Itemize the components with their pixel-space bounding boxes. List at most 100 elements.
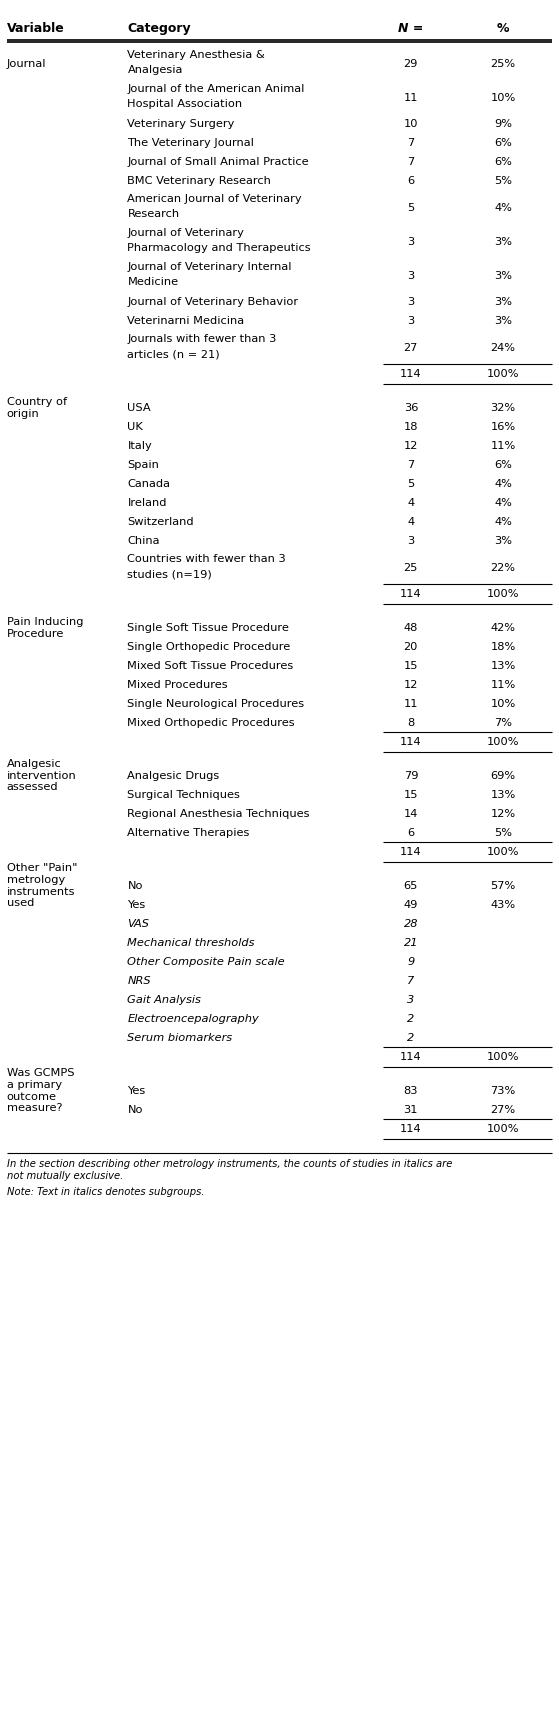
Text: 42%: 42% — [491, 623, 515, 633]
Text: articles (n = 21): articles (n = 21) — [127, 349, 220, 359]
Text: 100%: 100% — [487, 370, 519, 380]
Text: 114: 114 — [400, 1053, 421, 1063]
Text: 20: 20 — [404, 642, 418, 652]
Text: 3: 3 — [408, 537, 414, 545]
Text: 4: 4 — [408, 497, 414, 507]
Text: Mechanical thresholds: Mechanical thresholds — [127, 937, 255, 948]
Text: 83: 83 — [404, 1085, 418, 1096]
Text: 6: 6 — [408, 827, 414, 838]
Text: 3%: 3% — [494, 270, 512, 280]
Text: Medicine: Medicine — [127, 277, 178, 287]
Text: 3: 3 — [408, 994, 414, 1004]
Text: 114: 114 — [400, 1125, 421, 1135]
Text: Switzerland: Switzerland — [127, 518, 194, 526]
Text: Category: Category — [127, 22, 191, 36]
Text: 22%: 22% — [491, 562, 515, 573]
Text: 24%: 24% — [491, 342, 515, 353]
Text: No: No — [127, 881, 143, 891]
Text: 10: 10 — [404, 119, 418, 129]
Text: China: China — [127, 537, 160, 545]
Text: 3: 3 — [408, 316, 414, 325]
Text: 32%: 32% — [491, 402, 515, 413]
Text: Gait Analysis: Gait Analysis — [127, 994, 201, 1004]
Text: 4%: 4% — [494, 478, 512, 488]
Text: Country of
origin: Country of origin — [7, 397, 67, 418]
Text: In the section describing other metrology instruments, the counts of studies in : In the section describing other metrolog… — [7, 1159, 452, 1180]
Text: 5%: 5% — [494, 827, 512, 838]
Text: UK: UK — [127, 421, 143, 432]
Text: Electroencepalography: Electroencepalography — [127, 1013, 259, 1023]
Text: 4%: 4% — [494, 497, 512, 507]
Text: 2: 2 — [408, 1013, 414, 1023]
Text: Other "Pain"
metrology
instruments
used: Other "Pain" metrology instruments used — [7, 863, 77, 908]
Text: 6%: 6% — [494, 459, 512, 470]
Text: Was GCMPS
a primary
outcome
measure?: Was GCMPS a primary outcome measure? — [7, 1068, 74, 1113]
Text: 114: 114 — [400, 738, 421, 748]
Text: 18%: 18% — [490, 642, 516, 652]
Text: 4%: 4% — [494, 203, 512, 213]
Text: Surgical Techniques: Surgical Techniques — [127, 789, 240, 800]
Text: 25: 25 — [404, 562, 418, 573]
Text: Countries with fewer than 3: Countries with fewer than 3 — [127, 554, 286, 564]
Text: VAS: VAS — [127, 918, 149, 929]
Text: Veterinary Surgery: Veterinary Surgery — [127, 119, 235, 129]
Text: 5: 5 — [408, 478, 414, 488]
Text: 25%: 25% — [491, 58, 515, 69]
Text: 11%: 11% — [490, 679, 516, 690]
Text: Journal of Veterinary: Journal of Veterinary — [127, 227, 244, 237]
Text: 16%: 16% — [491, 421, 515, 432]
Text: Yes: Yes — [127, 900, 146, 910]
Text: Pain Inducing
Procedure: Pain Inducing Procedure — [7, 617, 83, 638]
Text: 69%: 69% — [491, 771, 515, 781]
Text: 3%: 3% — [494, 537, 512, 545]
Text: Single Neurological Procedures: Single Neurological Procedures — [127, 698, 305, 709]
Text: American Journal of Veterinary: American Journal of Veterinary — [127, 194, 302, 203]
Text: 12: 12 — [404, 440, 418, 451]
Text: 11: 11 — [404, 93, 418, 103]
Text: 114: 114 — [400, 848, 421, 857]
Text: 3: 3 — [408, 270, 414, 280]
Text: Mixed Orthopedic Procedures: Mixed Orthopedic Procedures — [127, 717, 295, 728]
Text: 3: 3 — [408, 237, 414, 246]
Text: Yes: Yes — [127, 1085, 146, 1096]
Text: 6: 6 — [408, 175, 414, 186]
Text: 100%: 100% — [487, 848, 519, 857]
Text: Journals with fewer than 3: Journals with fewer than 3 — [127, 334, 277, 344]
Text: 57%: 57% — [490, 881, 516, 891]
Text: Analgesia: Analgesia — [127, 65, 183, 76]
Text: 4%: 4% — [494, 518, 512, 526]
Text: 114: 114 — [400, 370, 421, 380]
Text: Italy: Italy — [127, 440, 152, 451]
Text: Variable: Variable — [7, 22, 64, 36]
Text: The Veterinary Journal: The Veterinary Journal — [127, 138, 254, 148]
Text: Canada: Canada — [127, 478, 170, 488]
Text: 14: 14 — [404, 808, 418, 819]
Text: 4: 4 — [408, 518, 414, 526]
Text: Spain: Spain — [127, 459, 159, 470]
Text: %: % — [497, 22, 509, 36]
Text: 114: 114 — [400, 590, 421, 599]
Text: Single Soft Tissue Procedure: Single Soft Tissue Procedure — [127, 623, 290, 633]
Text: Note: Text in italics denotes subgroups.: Note: Text in italics denotes subgroups. — [7, 1187, 204, 1197]
Text: 31: 31 — [404, 1104, 418, 1115]
Text: 5: 5 — [408, 203, 414, 213]
Text: Veterinarni Medicina: Veterinarni Medicina — [127, 316, 245, 325]
Text: 29: 29 — [404, 58, 418, 69]
Text: 11: 11 — [404, 698, 418, 709]
Text: 3%: 3% — [494, 298, 512, 306]
Text: NRS: NRS — [127, 975, 151, 986]
Text: studies (n=19): studies (n=19) — [127, 569, 212, 580]
Text: Single Orthopedic Procedure: Single Orthopedic Procedure — [127, 642, 291, 652]
Text: 36: 36 — [404, 402, 418, 413]
Text: 9%: 9% — [494, 119, 512, 129]
Text: 48: 48 — [404, 623, 418, 633]
Text: Research: Research — [127, 210, 179, 220]
Text: 8: 8 — [408, 717, 414, 728]
Text: 10%: 10% — [490, 698, 516, 709]
Text: 9: 9 — [408, 956, 414, 967]
Text: 2: 2 — [408, 1034, 414, 1042]
Text: 73%: 73% — [490, 1085, 516, 1096]
Text: 27: 27 — [404, 342, 418, 353]
Text: Analgesic Drugs: Analgesic Drugs — [127, 771, 220, 781]
Text: 15: 15 — [404, 660, 418, 671]
